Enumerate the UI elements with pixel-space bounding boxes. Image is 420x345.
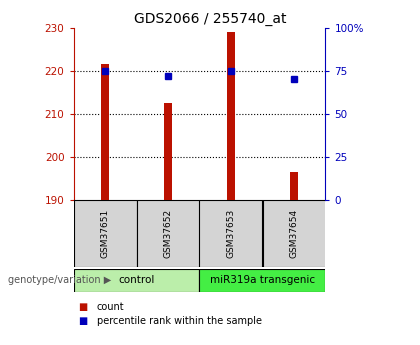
Bar xyxy=(290,172,298,200)
Text: GSM37653: GSM37653 xyxy=(226,209,236,258)
Text: miR319a transgenic: miR319a transgenic xyxy=(210,275,315,285)
Bar xyxy=(101,64,109,200)
Text: control: control xyxy=(118,275,155,285)
Text: count: count xyxy=(97,302,124,312)
Text: GSM37651: GSM37651 xyxy=(100,209,110,258)
Text: GDS2066 / 255740_at: GDS2066 / 255740_at xyxy=(134,12,286,26)
Bar xyxy=(227,32,235,200)
Bar xyxy=(262,200,326,267)
Bar xyxy=(164,103,172,200)
Text: genotype/variation ▶: genotype/variation ▶ xyxy=(8,275,112,285)
Bar xyxy=(136,200,200,267)
Text: GSM37654: GSM37654 xyxy=(289,209,299,258)
Text: percentile rank within the sample: percentile rank within the sample xyxy=(97,316,262,326)
Bar xyxy=(200,200,262,267)
Bar xyxy=(74,200,136,267)
Bar xyxy=(200,269,326,292)
Text: ■: ■ xyxy=(78,316,87,326)
Text: GSM37652: GSM37652 xyxy=(163,209,173,258)
Text: ■: ■ xyxy=(78,302,87,312)
Bar xyxy=(74,269,200,292)
